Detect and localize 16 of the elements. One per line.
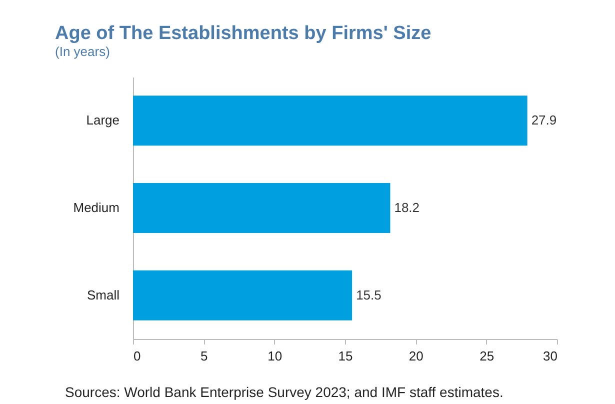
data-label: 18.2 (394, 200, 420, 215)
x-tick-label: 5 (200, 348, 208, 364)
source-note: Sources: World Bank Enterprise Survey 2023; and IMF staff estimates. (65, 384, 504, 400)
x-tick-label: 15 (338, 348, 353, 364)
x-tick-label: 30 (543, 348, 558, 364)
x-tick-label: 10 (268, 348, 282, 364)
chart-title: Age of The Establishments by Firms' Size (55, 23, 432, 44)
data-label: 15.5 (356, 287, 382, 302)
x-tick-label: 25 (480, 348, 494, 364)
x-tick-label: 0 (134, 348, 141, 364)
y-tick-label: Medium (73, 200, 120, 215)
chart-subtitle: (In years) (55, 44, 110, 59)
y-tick-label: Large (86, 112, 120, 128)
y-tick-label: Small (86, 287, 120, 302)
x-tick-label: 20 (408, 348, 424, 364)
data-label: 27.9 (531, 112, 557, 128)
